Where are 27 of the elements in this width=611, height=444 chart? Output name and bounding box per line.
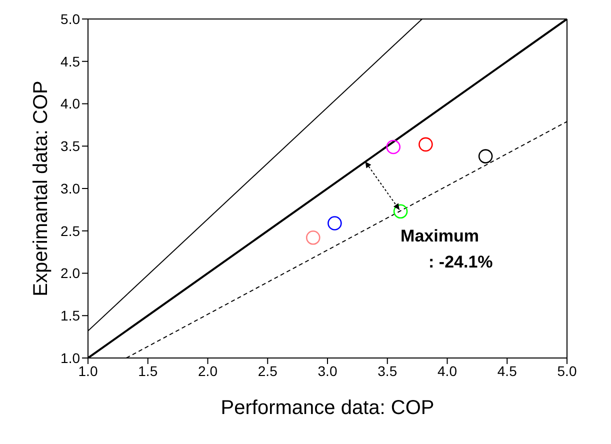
point xyxy=(393,204,408,219)
x-tick-label: 2.0 xyxy=(198,362,218,379)
y-tick-label: 3.5 xyxy=(60,138,80,154)
x-tick-label: 5.0 xyxy=(557,362,577,379)
y-tick-label: 1.0 xyxy=(60,350,80,366)
x-tick-label: 1.5 xyxy=(138,362,158,379)
point xyxy=(478,149,493,164)
x-tick-label: 4.0 xyxy=(438,362,458,379)
x-tick-label: 2.5 xyxy=(258,362,278,379)
point xyxy=(306,230,320,245)
x-tick-label: 3.5 xyxy=(378,362,398,379)
y-tick-label: 4.5 xyxy=(60,53,80,70)
y-tick-label: 2.0 xyxy=(60,265,80,282)
point xyxy=(418,137,433,152)
y-tick-label: 3.0 xyxy=(60,180,80,196)
y-tick-label: 1.5 xyxy=(60,308,80,324)
annotation: Maximum : -24.1% xyxy=(400,226,493,272)
x-tick-label: 3.0 xyxy=(318,362,338,379)
x-tick-label: 4.5 xyxy=(497,362,518,379)
y-tick-label: 4.0 xyxy=(60,96,80,112)
y-tick-label: 2.5 xyxy=(60,222,80,239)
point xyxy=(328,216,342,230)
point xyxy=(386,140,401,154)
y-axis-title: Experimantal data: COP xyxy=(30,80,52,296)
x-axis-title: Performance data: COP xyxy=(220,397,434,420)
y-tick-label: 5.0 xyxy=(60,10,80,27)
x-tick-label: 1.0 xyxy=(78,362,98,379)
